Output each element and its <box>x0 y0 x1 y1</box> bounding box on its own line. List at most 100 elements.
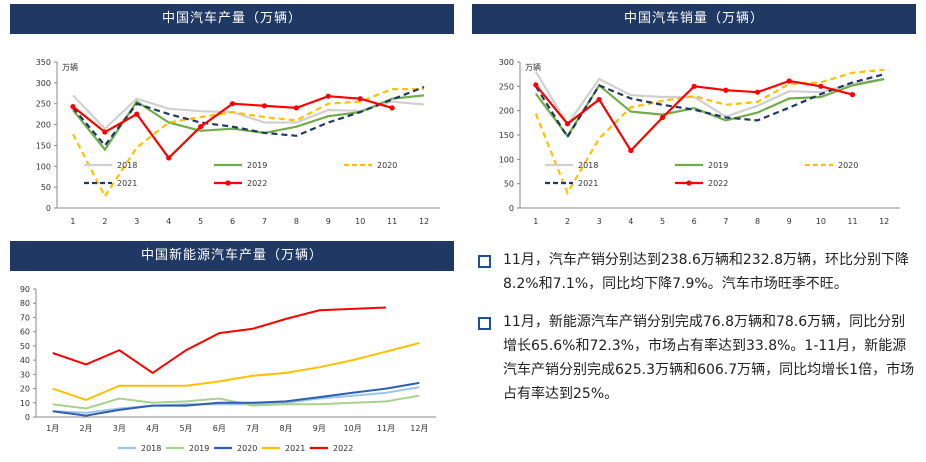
x-tick-label: 5月 <box>179 424 192 433</box>
data-point-2022 <box>134 111 140 117</box>
data-point-2022 <box>659 114 666 121</box>
summary-bullets: 11月，汽车产销分别达到238.6万辆和232.8万辆，环比分别下降8.2%和7… <box>478 248 918 420</box>
legend-label: 2021 <box>285 444 305 453</box>
x-tick-label: 10 <box>355 217 365 226</box>
y-tick-label: 40 <box>20 356 30 365</box>
data-point-2022 <box>723 87 729 93</box>
x-tick-label: 2月 <box>79 424 92 433</box>
data-point-2022 <box>198 124 204 130</box>
y-tick-label: 60 <box>20 328 30 337</box>
x-tick-label: 10 <box>816 217 826 226</box>
x-tick-label: 7 <box>262 217 267 226</box>
x-tick-label: 4 <box>166 217 171 226</box>
y-tick-label: 150 <box>499 131 514 140</box>
data-point-2022 <box>389 105 395 111</box>
x-tick-label: 8 <box>755 217 760 226</box>
y-tick-label: 90 <box>20 285 30 294</box>
legend-marker <box>686 180 692 186</box>
x-tick-label: 9 <box>787 217 792 226</box>
x-tick-label: 1 <box>533 217 538 226</box>
x-tick-label: 11 <box>387 217 397 226</box>
x-tick-label: 8月 <box>279 424 292 433</box>
x-tick-label: 2 <box>102 217 107 226</box>
legend-label: 2022 <box>247 179 267 188</box>
y-tick-label: 0 <box>509 204 514 213</box>
data-point-2022 <box>754 89 761 95</box>
y-tick-label: 0 <box>46 204 51 213</box>
legend-label: 2020 <box>237 444 257 453</box>
data-point-2022 <box>628 147 634 154</box>
x-tick-label: 12 <box>419 217 429 226</box>
series-line-2021 <box>534 73 885 139</box>
sales-chart-title: 中国汽车销量（万辆） <box>472 4 916 34</box>
x-tick-label: 3 <box>134 217 139 226</box>
legend-label: 2018 <box>141 444 161 453</box>
legend-label: 2022 <box>333 444 353 453</box>
series-line-2019 <box>72 94 425 152</box>
data-point-2022 <box>166 155 172 161</box>
data-point-2022 <box>786 78 792 84</box>
legend-label: 2019 <box>189 444 209 453</box>
y-tick-label: 100 <box>499 155 514 164</box>
data-point-2022 <box>564 121 571 127</box>
series-line-2021 <box>52 342 420 401</box>
legend-label: 2021 <box>578 179 598 188</box>
y-tick-label: 250 <box>499 82 514 91</box>
summary-text: 11月，新能源汽车产销分别完成76.8万辆和78.6万辆，同比分别增长65.6%… <box>503 314 915 402</box>
data-point-2022 <box>70 104 76 110</box>
x-tick-label: 5 <box>198 217 203 226</box>
x-tick-label: 6 <box>230 217 235 226</box>
square-bullet-icon <box>478 255 491 268</box>
data-point-2022 <box>357 96 363 102</box>
x-tick-label: 11月 <box>377 424 395 433</box>
series-line-2021 <box>72 85 425 148</box>
legend-label: 2018 <box>578 161 598 170</box>
series-line-2020 <box>534 68 885 196</box>
summary-bullet: 11月，新能源汽车产销分别完成76.8万辆和78.6万辆，同比分别增长65.6%… <box>478 310 918 406</box>
x-tick-label: 12 <box>879 217 889 226</box>
legend-label: 2021 <box>117 179 137 188</box>
y-tick-label: 150 <box>36 141 51 150</box>
data-point-2022 <box>533 82 539 88</box>
x-tick-label: 6 <box>692 217 697 226</box>
series-line-2018 <box>534 71 885 127</box>
x-tick-label: 7月 <box>246 424 259 433</box>
y-tick-label: 30 <box>20 370 30 379</box>
y-tick-label: 300 <box>36 79 51 88</box>
y-tick-label: 10 <box>20 399 30 408</box>
data-point-2022 <box>261 103 268 109</box>
data-point-2022 <box>596 96 602 103</box>
y-tick-label: 20 <box>20 385 30 394</box>
x-tick-label: 1 <box>70 217 75 226</box>
data-point-2022 <box>818 83 824 89</box>
y-tick-label: 200 <box>499 107 514 116</box>
legend-label: 2019 <box>708 161 728 170</box>
x-tick-label: 12月 <box>410 424 428 433</box>
legend-label: 2020 <box>377 161 397 170</box>
y-tick-label: 200 <box>36 121 51 130</box>
series-line-2022 <box>52 306 387 375</box>
y-tick-label: 0 <box>25 413 30 422</box>
data-point-2022 <box>691 83 697 89</box>
legend-label: 2022 <box>708 179 728 188</box>
y-tick-label: 300 <box>499 58 514 67</box>
summary-text: 11月，汽车产销分别达到238.6万辆和232.8万辆，环比分别下降8.2%和7… <box>503 252 909 292</box>
legend-label: 2019 <box>247 161 267 170</box>
x-tick-label: 3月 <box>113 424 126 433</box>
y-tick-label: 250 <box>36 100 51 109</box>
y-tick-label: 350 <box>36 58 51 67</box>
y-tick-label: 100 <box>36 162 51 171</box>
y-tick-label: 50 <box>41 183 51 192</box>
series-line-2018 <box>72 94 425 131</box>
legend-label: 2018 <box>117 161 137 170</box>
square-bullet-icon <box>478 317 491 330</box>
x-tick-label: 4 <box>628 217 633 226</box>
y-tick-label: 80 <box>20 299 30 308</box>
x-tick-label: 6月 <box>213 424 226 433</box>
series-line-2020 <box>52 381 420 417</box>
x-tick-label: 5 <box>660 217 665 226</box>
x-tick-label: 1月 <box>46 424 59 433</box>
data-point-2022 <box>849 92 856 98</box>
data-point-2022 <box>293 105 299 111</box>
